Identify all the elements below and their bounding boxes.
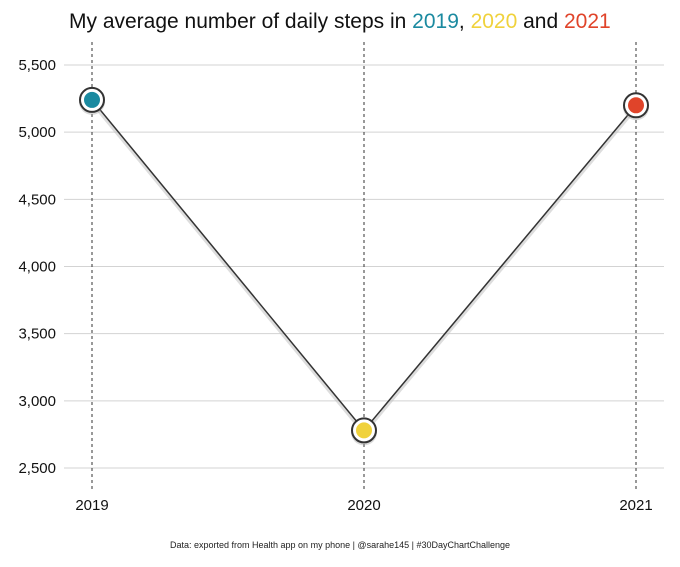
data-point-2019 bbox=[84, 91, 100, 108]
y-tick-label: 3,500 bbox=[18, 326, 56, 343]
y-tick-label: 5,000 bbox=[18, 124, 56, 141]
title-year-2020: 2020 bbox=[470, 10, 518, 33]
y-tick-label: 4,500 bbox=[18, 191, 56, 208]
y-tick-label: 2,500 bbox=[18, 460, 56, 477]
line-chart: 2,500 3,000 3,500 4,000 4,500 5,000 5,500 2019 2… bbox=[18, 42, 664, 514]
y-tick-label: 4,000 bbox=[18, 259, 56, 276]
x-tick-label: 2019 bbox=[75, 497, 108, 514]
source-caption: Data: exported from Health app on my pho… bbox=[169, 540, 510, 550]
x-tick-label: 2021 bbox=[619, 497, 652, 514]
title-separator-2: and bbox=[517, 10, 564, 33]
x-tick-label: 2020 bbox=[347, 497, 380, 514]
chart-title: My average number of daily steps in 2019… bbox=[69, 10, 611, 34]
title-year-2019: 2019 bbox=[412, 10, 459, 33]
y-tick-label: 3,000 bbox=[18, 393, 56, 410]
title-separator-1: , bbox=[458, 10, 471, 33]
y-tick-label: 5,500 bbox=[18, 57, 56, 74]
data-point-2020 bbox=[356, 422, 372, 439]
title-prefix: My average number of daily steps in bbox=[69, 10, 413, 33]
title-year-2021: 2021 bbox=[564, 10, 611, 33]
data-point-2021 bbox=[628, 97, 644, 114]
